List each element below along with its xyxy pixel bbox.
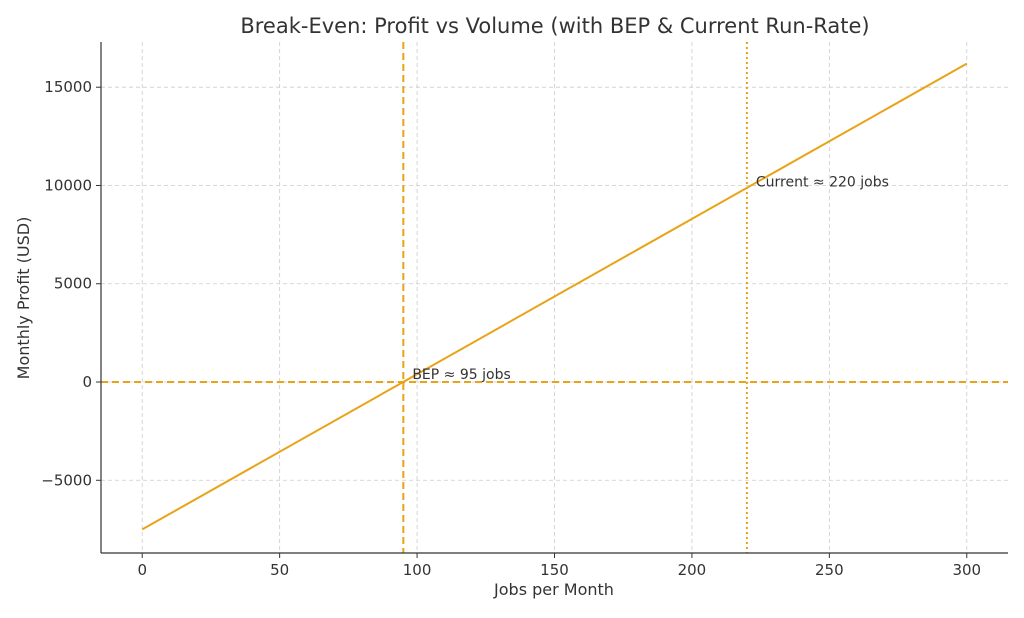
x-axis-label: Jobs per Month: [493, 580, 614, 599]
x-tick-label: 50: [270, 561, 289, 579]
y-tick-label: 5000: [54, 275, 92, 293]
x-tick-label: 150: [540, 561, 569, 579]
y-axis-label: Monthly Profit (USD): [14, 217, 33, 380]
y-tick-label: 0: [82, 373, 92, 391]
profit-line: [141, 62, 968, 531]
x-tick-label: 100: [403, 561, 432, 579]
reference-lines: [101, 42, 1008, 553]
x-tick-label: 0: [137, 561, 147, 579]
x-tick-label: 200: [678, 561, 707, 579]
ticks: 0 50 100 150 200 250 300 −5000 0 5000 10000 15000: [41, 78, 981, 579]
chart-title: Break-Even: Profit vs Volume (with BEP &…: [240, 14, 869, 38]
series: [141, 62, 968, 531]
annotation-label: Current ≈ 220 jobs: [756, 174, 889, 190]
y-tick-label: 10000: [44, 176, 92, 194]
annotations: BEP ≈ 95 jobs Current ≈ 220 jobs: [412, 174, 889, 383]
y-tick-label: −5000: [41, 471, 92, 489]
annotation-label: BEP ≈ 95 jobs: [412, 367, 510, 383]
y-tick-label: 15000: [44, 78, 92, 96]
x-tick-label: 300: [952, 561, 981, 579]
x-tick-label: 250: [815, 561, 844, 579]
